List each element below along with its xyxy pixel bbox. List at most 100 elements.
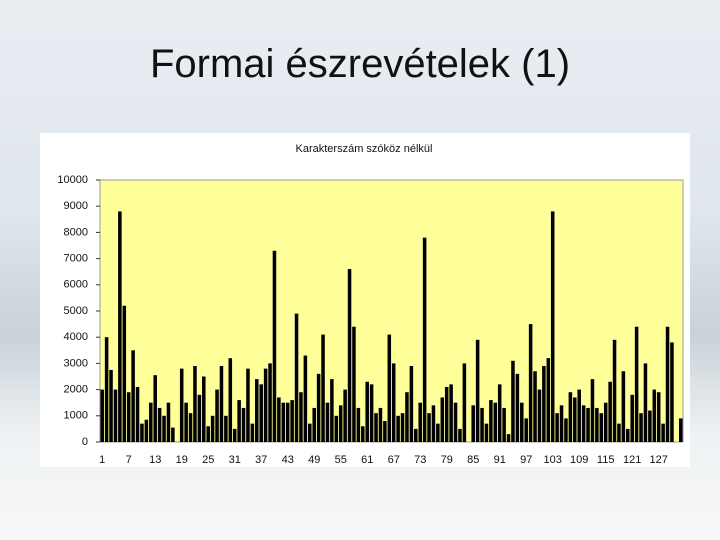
x-tick-label: 97 bbox=[520, 454, 532, 466]
y-tick-label: 6000 bbox=[64, 279, 88, 291]
x-tick-label: 37 bbox=[255, 454, 267, 466]
bar bbox=[356, 407, 361, 442]
bar bbox=[444, 386, 449, 442]
bar bbox=[347, 269, 352, 442]
bar bbox=[104, 337, 109, 442]
bar bbox=[679, 418, 683, 442]
bar bbox=[418, 402, 422, 442]
bar bbox=[546, 358, 551, 442]
bar bbox=[603, 402, 608, 442]
bar bbox=[528, 324, 533, 442]
bar bbox=[431, 405, 436, 442]
bar bbox=[617, 423, 621, 442]
x-tick-label: 67 bbox=[388, 454, 400, 466]
bar bbox=[378, 407, 383, 442]
bar bbox=[436, 423, 440, 442]
bar bbox=[586, 407, 590, 442]
bar bbox=[166, 402, 171, 442]
bar bbox=[612, 339, 617, 442]
x-tick-label: 79 bbox=[441, 454, 453, 466]
bar bbox=[153, 375, 157, 442]
bar bbox=[599, 413, 604, 442]
bar bbox=[475, 339, 480, 442]
x-tick-label: 109 bbox=[570, 454, 588, 466]
bar bbox=[462, 363, 467, 442]
bar bbox=[573, 397, 577, 442]
bar bbox=[140, 423, 144, 442]
bar bbox=[564, 418, 568, 442]
x-tick-label: 91 bbox=[494, 454, 506, 466]
x-tick-label: 49 bbox=[308, 454, 320, 466]
bar bbox=[621, 371, 626, 442]
bar bbox=[391, 363, 396, 442]
x-tick-label: 13 bbox=[149, 454, 161, 466]
bar bbox=[281, 402, 286, 442]
bar bbox=[118, 211, 122, 442]
bar bbox=[334, 415, 339, 442]
bar bbox=[202, 376, 206, 442]
bar bbox=[369, 384, 374, 442]
chart-title: Karakterszám szóköz nélkül bbox=[296, 143, 433, 155]
bar bbox=[427, 413, 431, 442]
bar bbox=[590, 379, 595, 442]
bar bbox=[502, 407, 506, 442]
bar bbox=[489, 400, 493, 442]
bar bbox=[405, 392, 409, 442]
bar bbox=[299, 392, 303, 442]
bar bbox=[210, 415, 215, 442]
bar bbox=[316, 373, 321, 442]
bar bbox=[197, 394, 202, 442]
bar bbox=[652, 389, 657, 442]
bar bbox=[206, 426, 210, 442]
bar bbox=[312, 407, 316, 442]
bar bbox=[511, 360, 515, 442]
bar bbox=[639, 413, 643, 442]
x-tick-label: 25 bbox=[202, 454, 214, 466]
bar bbox=[109, 369, 113, 442]
y-tick-label: 10000 bbox=[57, 174, 88, 186]
bar bbox=[237, 400, 241, 442]
bar bbox=[634, 326, 639, 442]
bar bbox=[555, 413, 559, 442]
bar bbox=[515, 373, 520, 442]
bar bbox=[228, 358, 233, 442]
x-tick-label: 1 bbox=[99, 454, 105, 466]
bar bbox=[285, 402, 290, 442]
bar bbox=[480, 407, 484, 442]
bar bbox=[255, 379, 259, 442]
bar bbox=[259, 384, 263, 442]
bar bbox=[533, 371, 537, 442]
x-tick-label: 121 bbox=[623, 454, 641, 466]
bar bbox=[144, 419, 149, 442]
bar bbox=[325, 402, 330, 442]
bar bbox=[520, 402, 524, 442]
bar bbox=[365, 381, 369, 442]
bar bbox=[374, 413, 378, 442]
bar bbox=[665, 326, 670, 442]
x-tick-label: 85 bbox=[467, 454, 479, 466]
x-tick-label: 73 bbox=[414, 454, 426, 466]
bar bbox=[661, 423, 665, 442]
x-tick-label: 19 bbox=[176, 454, 188, 466]
bar bbox=[559, 405, 564, 442]
bar bbox=[537, 389, 542, 442]
bar bbox=[268, 363, 272, 442]
x-tick-label: 103 bbox=[544, 454, 562, 466]
bar bbox=[294, 313, 299, 442]
bar bbox=[188, 413, 193, 442]
bar bbox=[219, 366, 224, 442]
bar bbox=[131, 350, 135, 442]
y-tick-label: 9000 bbox=[64, 200, 88, 212]
y-tick-label: 8000 bbox=[64, 226, 88, 238]
bar bbox=[471, 405, 475, 442]
bar bbox=[506, 434, 511, 442]
bar bbox=[449, 384, 453, 442]
bar bbox=[149, 402, 153, 442]
bar bbox=[224, 415, 228, 442]
bar bbox=[581, 405, 586, 442]
bar bbox=[215, 389, 219, 442]
bar bbox=[396, 415, 400, 442]
bar bbox=[484, 423, 489, 442]
